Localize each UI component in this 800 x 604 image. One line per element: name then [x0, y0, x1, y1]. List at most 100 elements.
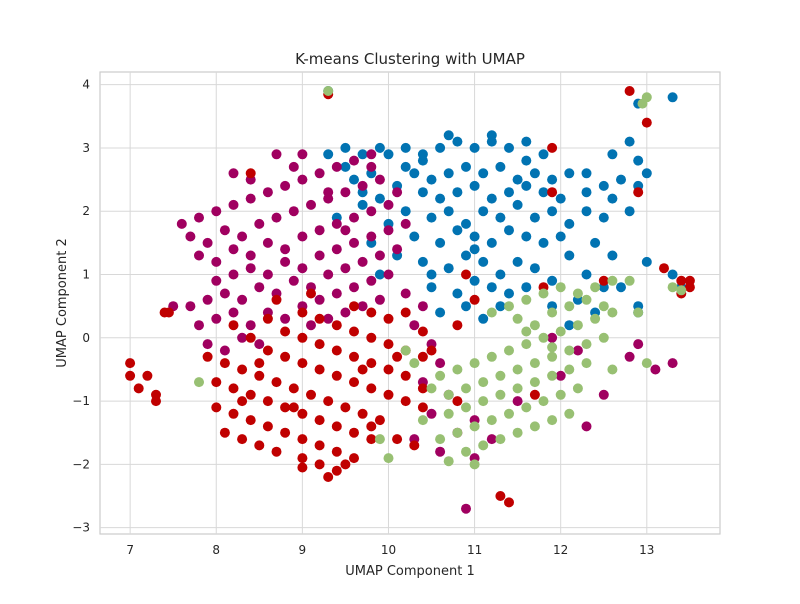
cluster-2-point: [323, 472, 334, 482]
cluster-2-point: [417, 326, 428, 337]
cluster-2-point: [163, 307, 174, 318]
cluster-1-point: [228, 168, 239, 179]
cluster-3-point: [529, 358, 540, 369]
cluster-1-point: [667, 358, 678, 369]
cluster-0-point: [486, 130, 497, 141]
cluster-0-point: [426, 174, 437, 185]
cluster-0-point: [504, 142, 514, 153]
cluster-0-point: [564, 320, 575, 331]
cluster-0-point: [443, 168, 454, 179]
cluster-3-point: [374, 434, 385, 445]
cluster-0-point: [512, 256, 523, 267]
x-tick-label: 10: [381, 543, 396, 557]
cluster-1-point: [228, 244, 239, 255]
cluster-0-point: [409, 231, 420, 242]
cluster-2-point: [349, 301, 359, 312]
cluster-1-point: [598, 389, 609, 400]
cluster-0-point: [435, 142, 446, 153]
cluster-2-point: [297, 408, 308, 419]
cluster-1-point: [650, 364, 661, 375]
cluster-1-point: [366, 161, 377, 172]
cluster-2-point: [245, 389, 256, 400]
cluster-3-point: [512, 427, 523, 438]
cluster-2-point: [392, 434, 403, 445]
y-tick-label: 0: [82, 331, 90, 345]
cluster-3-point: [521, 326, 532, 337]
cluster-2-point: [676, 275, 687, 286]
cluster-3-point: [323, 86, 334, 96]
cluster-0-point: [607, 250, 618, 261]
cluster-0-point: [512, 199, 523, 210]
cluster-2-point: [417, 383, 428, 394]
cluster-2-point: [452, 396, 463, 407]
cluster-1-point: [633, 339, 644, 350]
cluster-2-point: [426, 345, 437, 356]
cluster-2-point: [219, 358, 230, 369]
cluster-3-point: [409, 358, 420, 369]
cluster-1-point: [366, 231, 377, 242]
cluster-1-point: [228, 307, 239, 318]
cluster-3-point: [435, 370, 446, 381]
cluster-1-point: [254, 282, 265, 293]
cluster-2-point: [331, 345, 342, 356]
cluster-0-point: [641, 256, 652, 267]
cluster-1-point: [374, 294, 385, 305]
cluster-2-point: [383, 313, 394, 324]
cluster-1-point: [245, 250, 256, 261]
cluster-3-point: [529, 421, 540, 432]
cluster-1-point: [297, 263, 308, 274]
cluster-0-point: [478, 168, 489, 179]
cluster-1-point: [357, 180, 368, 191]
cluster-0-point: [495, 269, 506, 280]
cluster-2-point: [125, 358, 136, 369]
cluster-2-point: [366, 434, 377, 445]
cluster-0-point: [486, 193, 497, 204]
cluster-3-point: [538, 396, 549, 407]
cluster-3-point: [495, 370, 506, 381]
cluster-2-point: [314, 415, 325, 426]
cluster-2-point: [245, 332, 256, 343]
cluster-3-point: [547, 370, 558, 381]
cluster-3-point: [461, 446, 471, 457]
cluster-0-point: [598, 180, 609, 191]
cluster-3-point: [400, 345, 411, 356]
cluster-0-point: [581, 206, 592, 217]
cluster-3-point: [555, 389, 566, 400]
cluster-3-point: [452, 427, 463, 438]
cluster-2-point: [529, 389, 540, 400]
cluster-3-point: [547, 342, 558, 353]
cluster-1-point: [228, 199, 239, 210]
cluster-0-point: [581, 168, 592, 179]
cluster-2-point: [237, 434, 248, 445]
cluster-2-point: [228, 408, 239, 419]
cluster-0-point: [547, 174, 558, 185]
cluster-2-point: [357, 364, 368, 375]
y-tick-label: 4: [82, 78, 90, 92]
cluster-1-point: [547, 332, 558, 343]
cluster-1-point: [349, 155, 359, 166]
cluster-1-point: [331, 288, 342, 299]
cluster-3-point: [478, 440, 489, 451]
cluster-1-point: [271, 149, 282, 160]
cluster-3-point: [590, 282, 601, 293]
cluster-3-point: [564, 364, 575, 375]
cluster-1-point: [374, 250, 385, 261]
cluster-0-point: [547, 206, 558, 217]
cluster-1-point: [374, 174, 385, 185]
cluster-2-point: [392, 351, 403, 362]
cluster-3-point: [555, 326, 566, 337]
cluster-2-point: [349, 326, 359, 337]
cluster-1-point: [409, 320, 420, 331]
cluster-0-point: [340, 142, 351, 153]
cluster-0-point: [383, 149, 394, 160]
cluster-2-point: [417, 402, 428, 413]
cluster-0-point: [521, 282, 532, 293]
cluster-0-point: [633, 155, 644, 166]
cluster-2-point: [219, 427, 230, 438]
cluster-0-point: [374, 269, 385, 280]
cluster-2-point: [280, 402, 291, 413]
cluster-0-point: [538, 237, 549, 248]
cluster-2-point: [547, 142, 558, 153]
